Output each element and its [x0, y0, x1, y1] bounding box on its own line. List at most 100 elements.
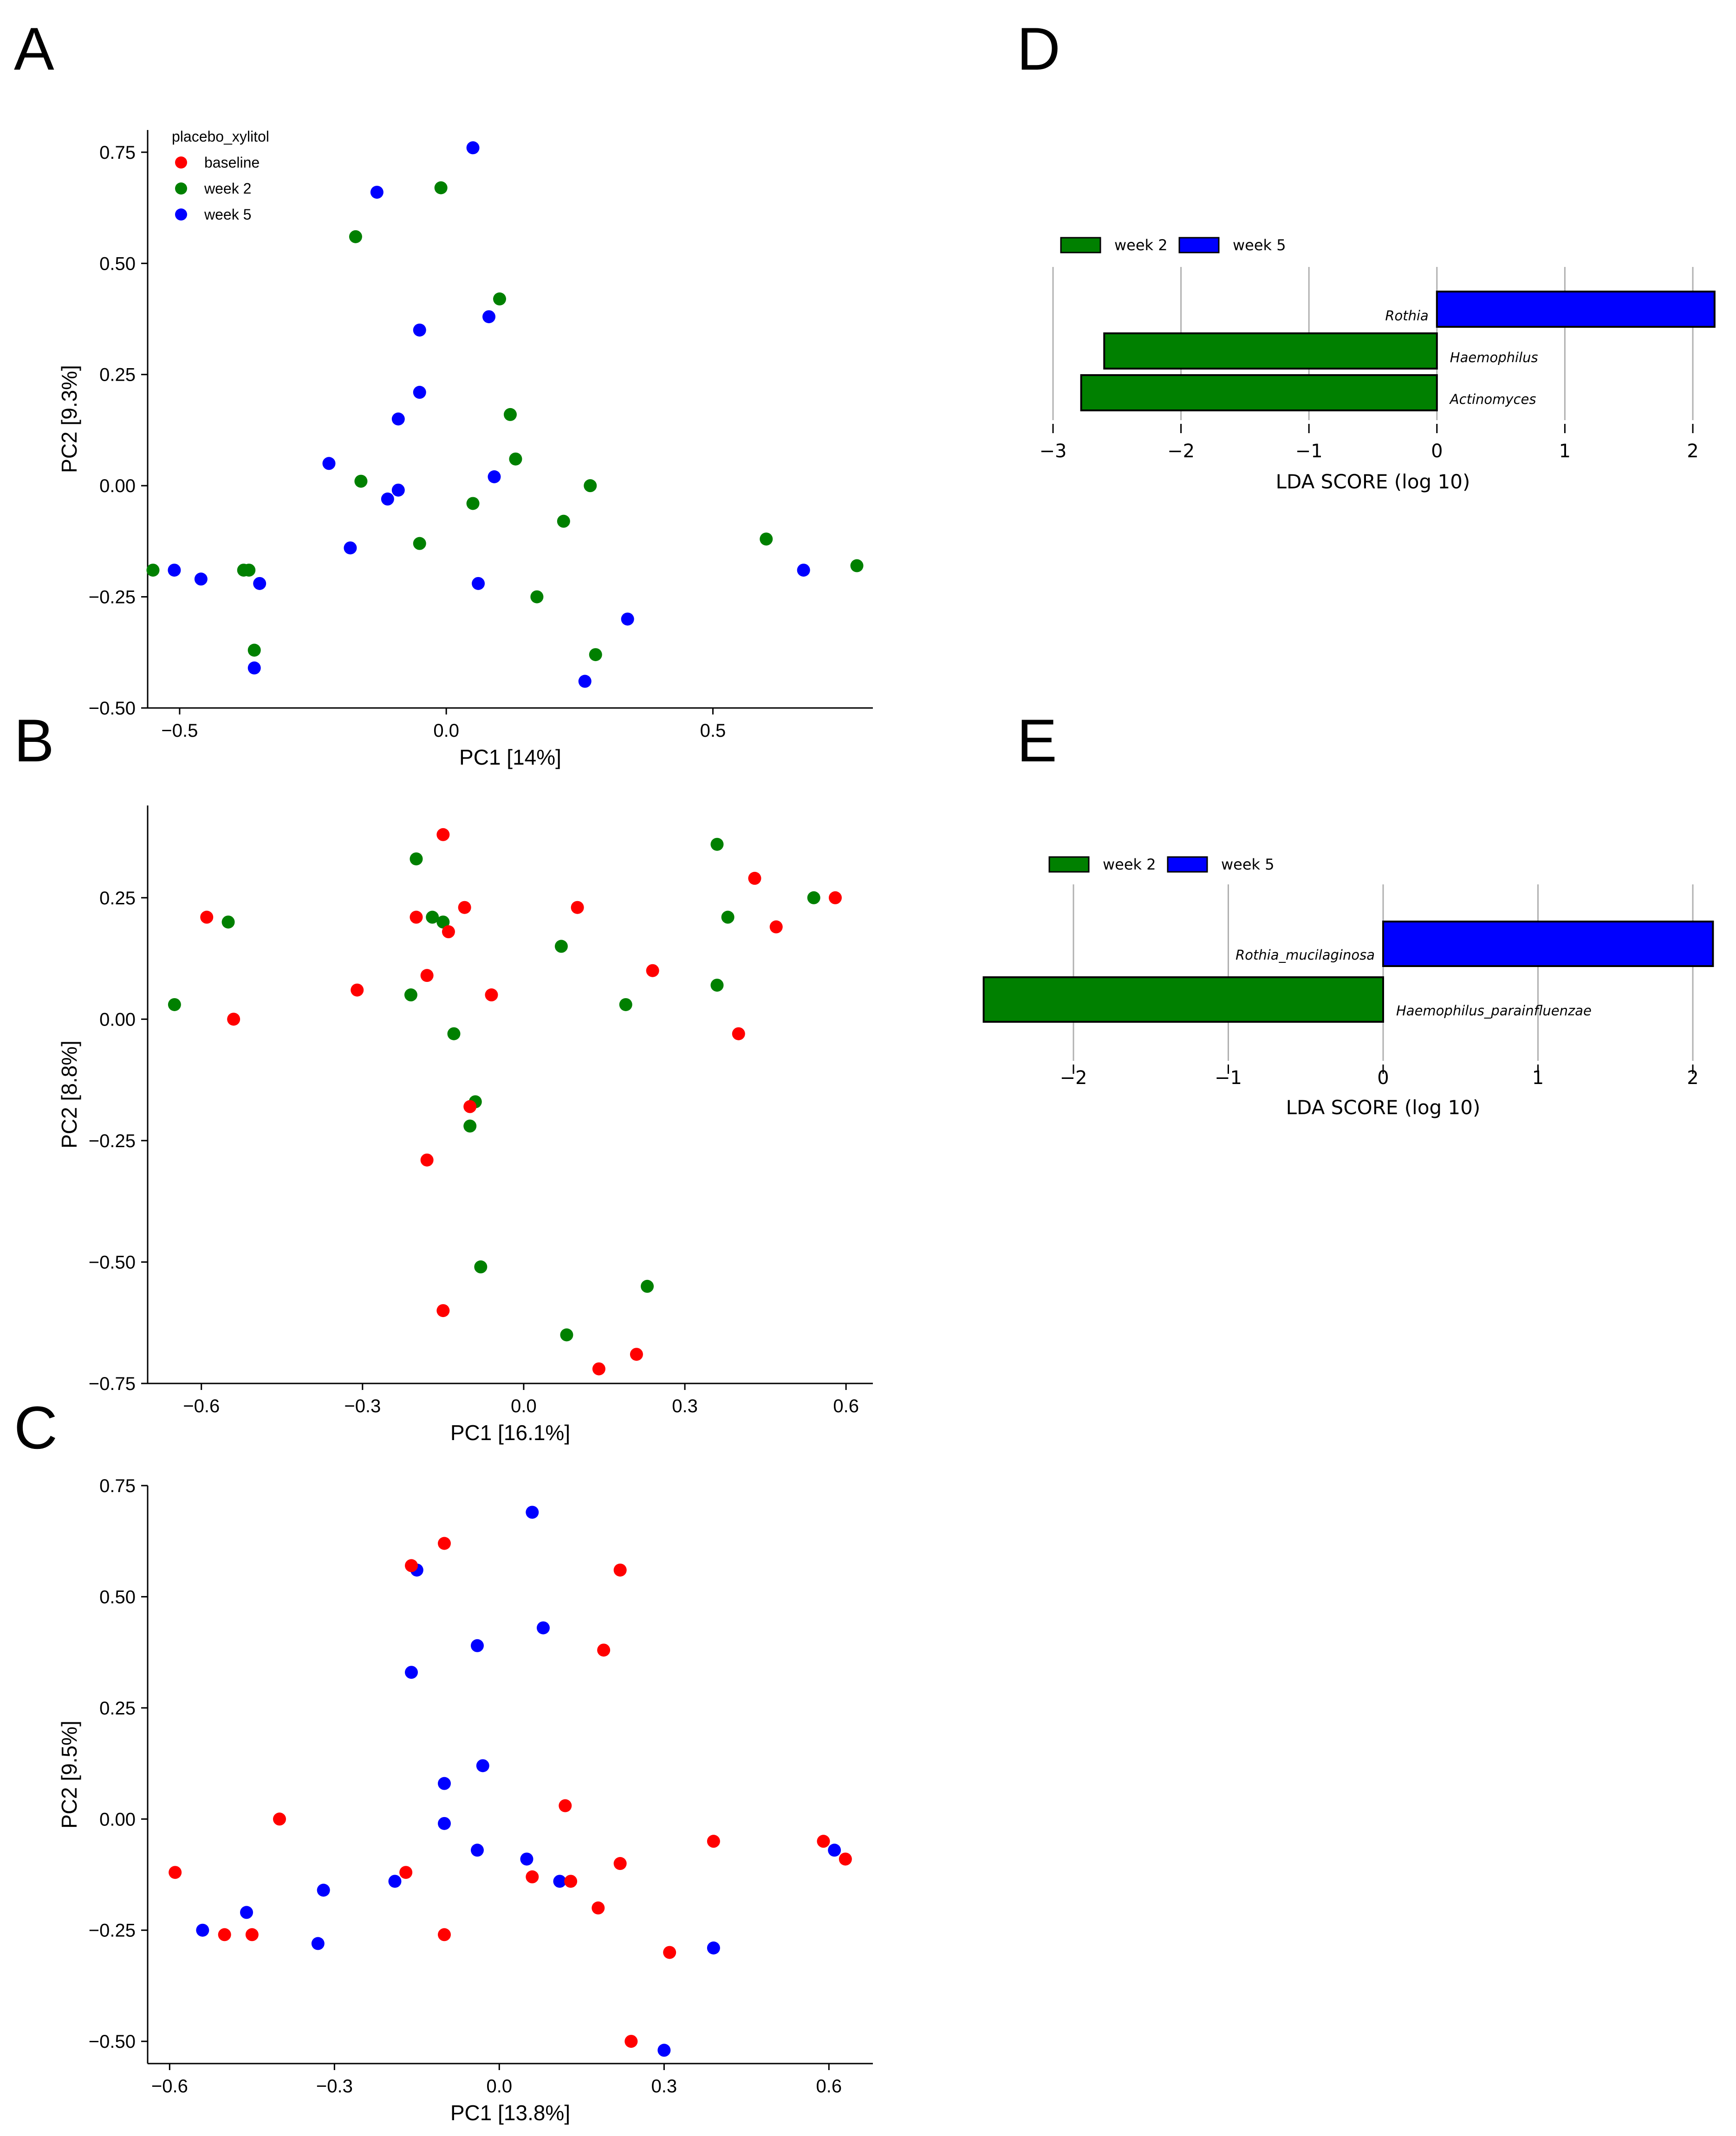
y-tick-label: 0.50	[99, 253, 136, 274]
x-tick-label: 0.3	[651, 2076, 677, 2097]
point-week-2	[146, 564, 160, 577]
point-baseline	[829, 891, 842, 904]
legend-marker-baseline	[175, 156, 187, 169]
point-week-2	[760, 532, 773, 546]
point-baseline	[410, 910, 423, 924]
bar-haemophilus	[1103, 332, 1438, 370]
x-tick-label: 1	[1532, 1067, 1544, 1089]
y-tick-label: 0.50	[99, 1587, 136, 1607]
legend: week 2 week 5	[1060, 236, 1286, 254]
point-week-2	[349, 230, 362, 243]
legend-label-baseline: baseline	[204, 154, 260, 171]
point-week-2	[807, 891, 820, 904]
point-week-5	[317, 1883, 330, 1897]
point-week-2	[641, 1279, 654, 1293]
point-week-2	[557, 514, 570, 528]
point-week-5	[194, 572, 208, 586]
x-tick-label: 0.5	[700, 721, 726, 741]
y-tick-label: −0.25	[89, 587, 136, 608]
x-tick-label: −0.5	[161, 721, 198, 741]
point-week-5	[391, 483, 405, 497]
x-tick-label: 2	[1687, 441, 1698, 462]
point-week-2	[410, 852, 423, 866]
taxon-label: Rothia	[1385, 308, 1428, 324]
bar-actinomyces	[1080, 374, 1438, 411]
point-baseline	[399, 1866, 413, 1879]
y-axis-label: PC2 [8.8%]	[57, 1040, 81, 1149]
point-week-2	[242, 564, 256, 577]
panel-label-b: B	[14, 707, 54, 774]
point-baseline	[646, 964, 659, 977]
point-baseline	[707, 1835, 720, 1848]
point-week-2	[554, 940, 568, 953]
point-baseline	[200, 910, 214, 924]
legend-marker-week-2	[175, 182, 187, 195]
point-baseline	[839, 1852, 852, 1866]
point-baseline	[748, 871, 761, 885]
y-tick-label: −0.25	[89, 1921, 136, 1941]
x-tick-label: 2	[1687, 1067, 1698, 1089]
point-week-5	[526, 1506, 539, 1519]
y-tick-label: 0.75	[99, 1476, 136, 1496]
x-tick-label: −2	[1167, 441, 1195, 462]
point-baseline	[273, 1812, 286, 1826]
point-baseline	[218, 1928, 231, 1941]
x-tick-label: −1	[1295, 441, 1323, 462]
point-week-2	[466, 497, 480, 510]
point-baseline	[436, 828, 450, 841]
x-tick-label: 0.0	[487, 2076, 513, 2097]
point-week-2	[584, 479, 597, 493]
legend-swatch-week-2	[1060, 237, 1101, 253]
point-week-2	[221, 915, 235, 929]
legend-label-week-5: week 5	[1233, 236, 1286, 254]
y-tick-label: 0.75	[99, 143, 136, 163]
point-baseline	[592, 1901, 605, 1915]
panel-label-e: E	[1017, 707, 1057, 774]
point-baseline	[463, 1100, 477, 1113]
point-week-2	[426, 910, 439, 924]
legend-label-week-2: week 2	[1114, 236, 1168, 254]
point-week-5	[391, 412, 405, 426]
x-tick-label: 0.6	[816, 2076, 842, 2097]
point-baseline	[597, 1643, 611, 1657]
point-baseline	[458, 901, 471, 914]
y-tick-label: −0.50	[89, 1252, 136, 1273]
point-baseline	[559, 1799, 572, 1812]
point-week-5	[253, 577, 267, 590]
legend-swatch-week-5	[1167, 856, 1208, 873]
point-week-2	[504, 408, 517, 421]
scatter-panel-b: −0.6 −0.3 0.0 0.3 0.6 −0.75 −0.50 −0.25 0.00 0.25…	[57, 805, 873, 1445]
x-tick-label: −0.3	[344, 1396, 381, 1416]
point-baseline	[663, 1946, 676, 1959]
point-week-5	[247, 661, 261, 675]
point-week-5	[405, 1666, 418, 1679]
point-week-2	[530, 590, 544, 604]
point-baseline	[624, 2035, 638, 2048]
taxon-label: Actinomyces	[1449, 391, 1536, 407]
legend-label-week-2: week 2	[1103, 856, 1156, 873]
x-axis-label: PC1 [16.1%]	[450, 1421, 570, 1445]
x-axis-label: LDA SCORE (log 10)	[1286, 1096, 1481, 1119]
point-week-5	[168, 564, 181, 577]
legend-marker-week-5	[175, 208, 187, 221]
lda-panel-d: −3 −2 −1 0 1 2 LDA SCORE (log 10) Rothia Haemoph…	[1040, 236, 1716, 493]
point-baseline	[405, 1559, 418, 1572]
point-week-5	[621, 612, 634, 626]
point-week-2	[560, 1328, 573, 1342]
y-tick-label: 0.25	[99, 365, 136, 385]
point-week-5	[553, 1875, 566, 1888]
point-week-2	[509, 452, 522, 466]
point-week-5	[797, 564, 810, 577]
point-week-2	[247, 643, 261, 657]
point-week-5	[828, 1844, 841, 1857]
point-week-5	[311, 1937, 325, 1950]
point-baseline	[613, 1563, 627, 1577]
point-baseline	[485, 988, 498, 1002]
point-week-2	[436, 915, 450, 929]
x-axis-label: PC1 [14%]	[459, 745, 561, 769]
y-axis-label: PC2 [9.3%]	[57, 365, 81, 473]
point-week-5	[438, 1777, 451, 1790]
taxon-label: Rothia_mucilaginosa	[1235, 947, 1375, 963]
point-week-5	[471, 1639, 484, 1652]
taxon-label: Haemophilus_parainfluenzae	[1396, 1003, 1592, 1019]
